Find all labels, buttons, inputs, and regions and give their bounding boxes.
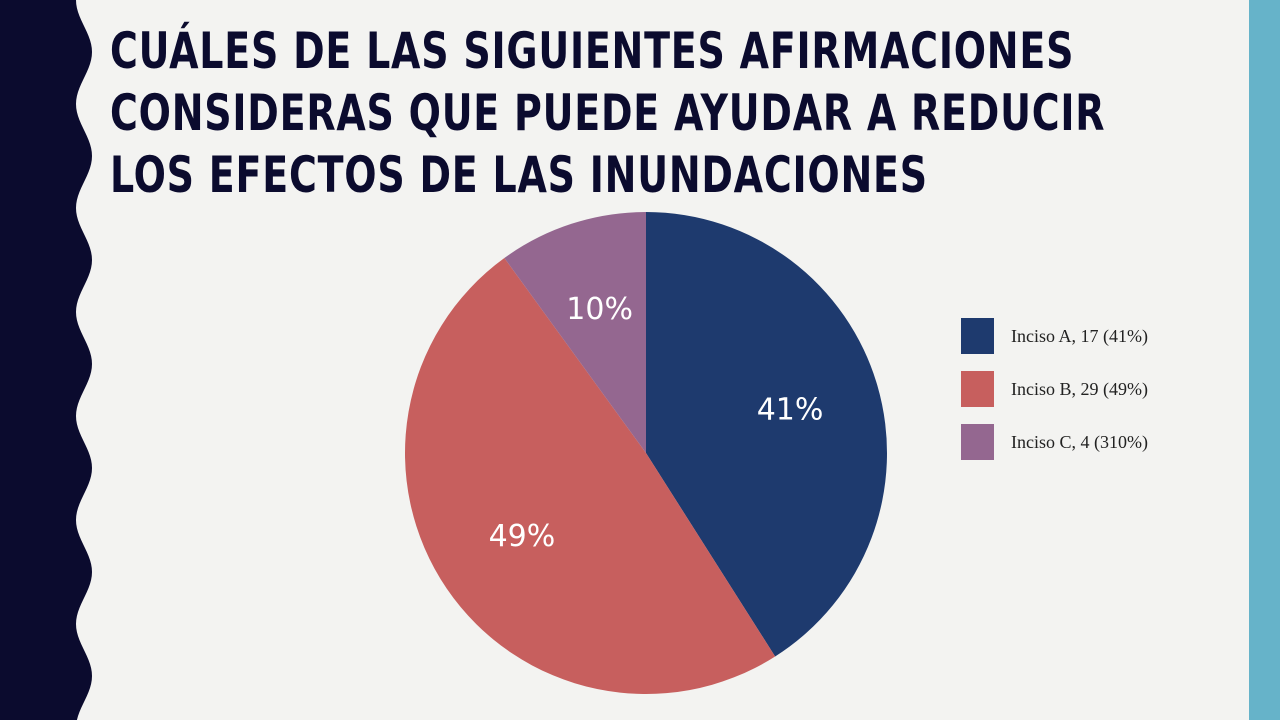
chart-legend: Inciso A, 17 (41%) Inciso B, 29 (49%) In… <box>961 318 1148 477</box>
legend-label-c: Inciso C, 4 (310%) <box>1011 431 1148 452</box>
pie-slice-1 <box>404 258 776 695</box>
legend-swatch-b <box>961 371 994 407</box>
title-line-2: CONSIDERAS QUE PUEDE AYUDAR A REDUCIR <box>110 84 1106 142</box>
legend-label-a: Inciso A, 17 (41%) <box>1011 325 1148 346</box>
legend-label-b: Inciso B, 29 (49%) <box>1011 378 1148 399</box>
title-line-1: CUÁLES DE LAS SIGUIENTES AFIRMACIONES <box>110 22 1075 80</box>
pie-slice-2 <box>504 212 646 453</box>
wave-shape <box>0 0 92 720</box>
legend-swatch-a <box>961 318 994 354</box>
pie-data-label-0: 41% <box>757 393 824 428</box>
pie-data-label-2: 10% <box>566 292 633 327</box>
pie-slice-0 <box>646 212 888 657</box>
pie-data-label-1: 49% <box>489 519 556 554</box>
slide-title: CUÁLES DE LAS SIGUIENTES AFIRMACIONES CO… <box>110 20 1106 206</box>
right-accent-strip <box>1249 0 1280 720</box>
legend-item-c: Inciso C, 4 (310%) <box>961 424 1148 460</box>
legend-item-b: Inciso B, 29 (49%) <box>961 371 1148 407</box>
legend-item-a: Inciso A, 17 (41%) <box>961 318 1148 354</box>
title-line-3: LOS EFECTOS DE LAS INUNDACIONES <box>110 146 928 204</box>
left-wave-band <box>0 0 92 720</box>
legend-swatch-c <box>961 424 994 460</box>
